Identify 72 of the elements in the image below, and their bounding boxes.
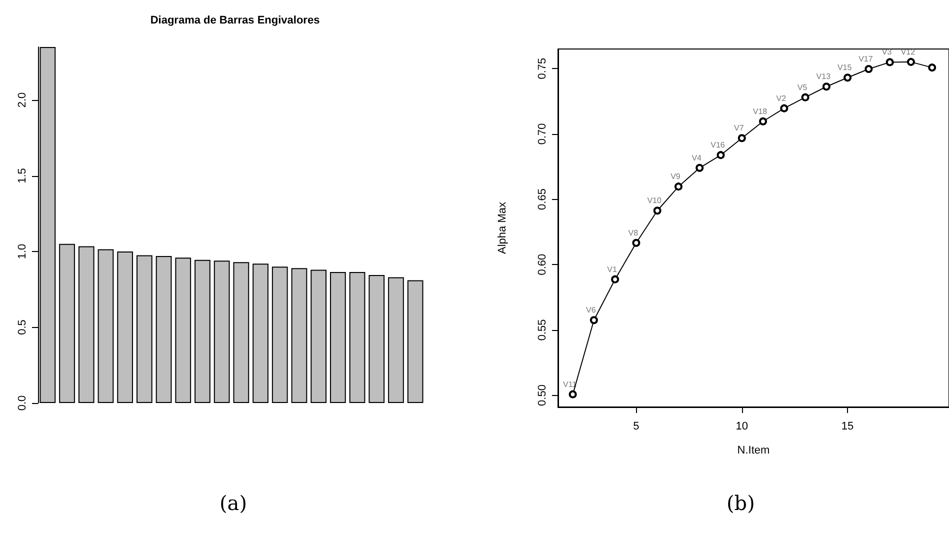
annotation: V1	[607, 264, 618, 274]
x-tick-label: 5	[633, 420, 640, 432]
annotation: V16	[710, 140, 726, 150]
x-tick-label: 10	[736, 420, 748, 432]
bar	[59, 244, 75, 403]
bar	[194, 260, 210, 403]
bar	[272, 266, 288, 403]
bar	[156, 256, 172, 403]
point	[844, 74, 852, 82]
bar	[117, 252, 134, 403]
y-axis-title: Alpha Max	[496, 202, 508, 254]
annotation: V9	[670, 172, 681, 182]
text: (a)	[220, 491, 248, 515]
point	[674, 182, 682, 191]
bar	[291, 268, 308, 403]
point	[801, 93, 810, 102]
annotation: V10	[647, 196, 662, 206]
annotation: V6	[586, 306, 596, 315]
point	[590, 316, 598, 324]
y-tick-label: 0.65	[536, 188, 548, 210]
annotation: V5	[797, 82, 808, 92]
annotation: V13	[816, 72, 832, 82]
annotation: V8	[628, 228, 639, 238]
annotation: V2	[776, 94, 787, 103]
x-tick-label: 15	[841, 420, 854, 432]
x-axis-title: N.Item	[737, 444, 770, 456]
y-tick-label: 1.0	[16, 244, 28, 260]
bar	[78, 246, 94, 403]
annotation: V18	[752, 106, 768, 116]
bar	[214, 260, 230, 403]
point	[568, 390, 577, 398]
point	[822, 82, 830, 91]
point	[653, 206, 662, 215]
y-tick-label: 0.55	[536, 319, 548, 341]
bar	[310, 270, 327, 403]
bar	[252, 264, 268, 403]
annotation: V15	[837, 63, 852, 72]
y-tick-label: 0.5	[16, 320, 28, 335]
y-tick-label: 0.60	[536, 254, 548, 276]
y-tick-label: 2.0	[16, 92, 28, 108]
annotation: V4	[692, 153, 702, 162]
point	[696, 164, 704, 172]
point	[716, 151, 725, 160]
bar	[349, 272, 366, 403]
point	[864, 64, 873, 73]
point	[906, 58, 915, 66]
annotation: V7	[734, 124, 744, 133]
y-tick-label: 0.50	[536, 384, 548, 406]
annotation: V3	[882, 48, 892, 57]
annotation: V12	[900, 47, 916, 56]
y-tick-label: 0.0	[16, 395, 28, 411]
point	[759, 117, 768, 126]
point	[611, 275, 620, 284]
bar	[368, 274, 385, 403]
bar	[330, 272, 346, 403]
bar	[175, 258, 192, 403]
y-tick-label: 0.75	[536, 58, 548, 80]
bar	[233, 262, 250, 403]
point	[738, 134, 746, 142]
bar	[136, 255, 152, 403]
point	[886, 58, 894, 66]
point	[928, 64, 936, 72]
point	[780, 104, 788, 112]
y-tick-label: 0.70	[536, 123, 548, 145]
chart-title: Diagrama de Barras Engivalores	[150, 14, 320, 26]
bar	[388, 277, 404, 403]
text: (b)	[726, 491, 755, 515]
bar	[407, 280, 424, 403]
y-tick-label: 1.5	[16, 168, 28, 184]
bar	[98, 249, 114, 403]
point	[632, 238, 640, 247]
annotation: V17	[858, 54, 874, 64]
